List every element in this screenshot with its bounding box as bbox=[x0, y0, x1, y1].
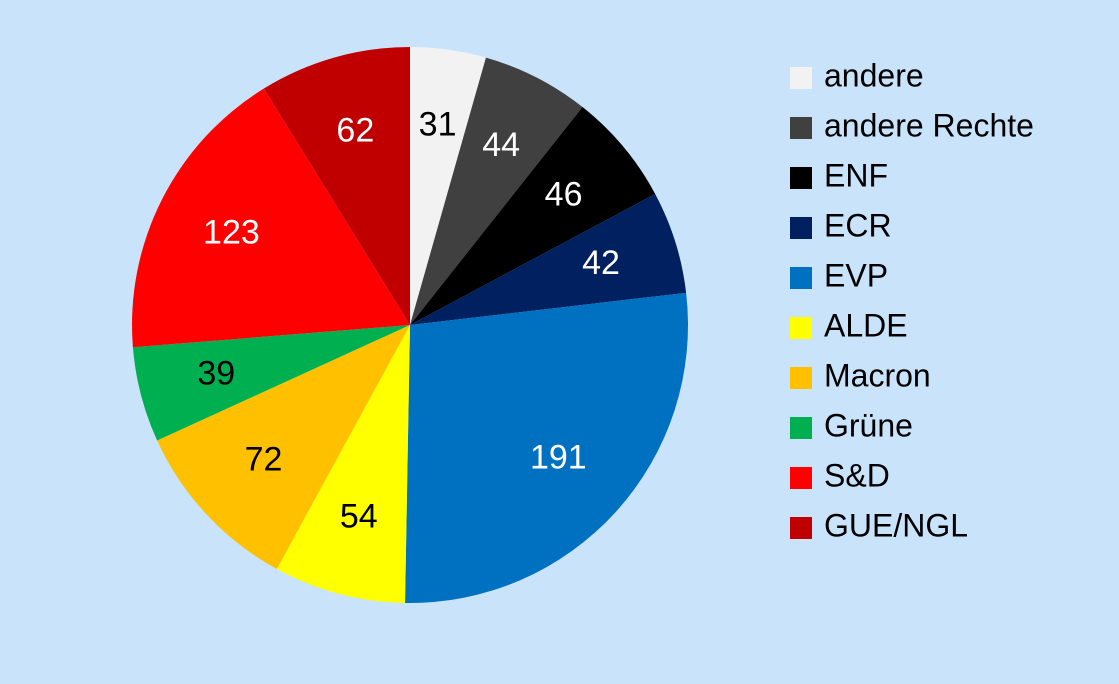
legend-swatch bbox=[790, 67, 812, 89]
pie-slice bbox=[410, 57, 583, 325]
pie-slice bbox=[132, 88, 410, 348]
legend-label: ALDE bbox=[824, 307, 908, 343]
pie-slice bbox=[157, 325, 410, 569]
data-label: 191 bbox=[530, 438, 587, 476]
data-label: 54 bbox=[340, 497, 378, 535]
legend-swatch bbox=[790, 367, 812, 389]
legend-label: ENF bbox=[824, 157, 888, 193]
data-label: 46 bbox=[545, 176, 583, 214]
legend-swatch bbox=[790, 317, 812, 339]
pie-slice bbox=[405, 292, 689, 603]
data-label: 31 bbox=[419, 106, 457, 144]
legend-label: andere Rechte bbox=[824, 107, 1034, 143]
pie-slice bbox=[276, 325, 410, 603]
data-label: 44 bbox=[482, 126, 520, 164]
pie-slice bbox=[263, 47, 410, 325]
data-label: 72 bbox=[245, 440, 283, 478]
pie-slice bbox=[410, 193, 687, 325]
legend-swatch bbox=[790, 267, 812, 289]
data-label: 42 bbox=[582, 244, 620, 282]
legend-swatch bbox=[790, 517, 812, 539]
legend-label: ECR bbox=[824, 207, 892, 243]
legend-swatch bbox=[790, 217, 812, 239]
legend-label: Macron bbox=[824, 357, 931, 393]
pie-slice bbox=[410, 47, 486, 325]
legend-swatch bbox=[790, 167, 812, 189]
legend-label: Grüne bbox=[824, 407, 913, 443]
legend-swatch bbox=[790, 467, 812, 489]
legend-swatch bbox=[790, 417, 812, 439]
data-label: 123 bbox=[203, 214, 260, 252]
legend-label: andere bbox=[824, 57, 924, 93]
data-label: 62 bbox=[336, 111, 374, 149]
legend-swatch bbox=[790, 117, 812, 139]
legend-label: EVP bbox=[824, 257, 888, 293]
legend-label: GUE/NGL bbox=[824, 507, 968, 543]
legend-label: S&D bbox=[824, 457, 890, 493]
data-label: 39 bbox=[197, 354, 235, 392]
pie-slice bbox=[410, 106, 656, 325]
pie-slice bbox=[132, 325, 410, 441]
